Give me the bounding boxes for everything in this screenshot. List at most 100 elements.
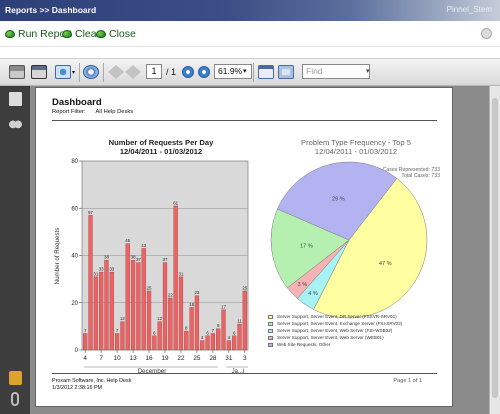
bar-value-label: 37 [163, 257, 168, 262]
close-label: Close [109, 28, 136, 40]
bar [125, 243, 130, 351]
bar [88, 215, 93, 351]
pie-slice-label: 3 % [298, 282, 308, 288]
toolbar-separator [253, 63, 254, 82]
footer-divider [52, 373, 437, 374]
bar [114, 333, 120, 351]
page-number-input[interactable]: 1 [146, 64, 162, 79]
close-button[interactable]: Close [96, 28, 136, 40]
cases-represented: Cases Represented: 733 [383, 167, 441, 173]
pie-slice [277, 161, 398, 241]
x-tick-label: 16 [145, 355, 153, 362]
bar [120, 321, 125, 351]
find-input[interactable]: Find [302, 64, 370, 79]
bar-value-label: 9 [217, 323, 220, 328]
help-icon[interactable] [481, 28, 492, 39]
vertical-scrollbar[interactable] [489, 86, 500, 414]
bar [104, 260, 109, 351]
x-tick-label: 7 [99, 355, 103, 362]
page-indicator: Page 1 of 1 [393, 378, 422, 384]
zoom-in-button[interactable] [198, 63, 210, 81]
report-page: Dashboard Report Filter: All Help Desks N… [35, 87, 453, 407]
toolbar-separator [103, 63, 104, 82]
binoculars-icon[interactable] [9, 116, 22, 130]
bar-value-label: 7 [116, 328, 119, 333]
report-toolbar: ▾ 1 / 1 61.9% ▾ Find ▾ [0, 58, 500, 86]
paperclip-icon[interactable] [11, 392, 19, 406]
bar [189, 307, 194, 351]
page-setup-button[interactable] [278, 63, 294, 81]
bar [221, 309, 226, 351]
y-tick-label: 20 [71, 301, 78, 307]
bar [99, 271, 104, 351]
bar [200, 340, 205, 351]
comment-icon[interactable] [9, 371, 22, 385]
pie-chart-title: Problem Type Frequency - Top 5 12/04/201… [276, 138, 436, 156]
legend-item: Server Support, Server Event, Web Server… [268, 327, 428, 334]
pie-chart-heading: Problem Type Frequency - Top 5 [301, 138, 411, 147]
save-button[interactable] [31, 63, 47, 81]
clear-button[interactable]: Clear [62, 28, 100, 40]
bar [162, 262, 168, 351]
chevron-down-icon[interactable]: ▾ [366, 68, 370, 75]
run-report-button[interactable]: Run Report [5, 28, 72, 40]
filter-label: Report Filter: [52, 109, 86, 115]
pages-panel-icon[interactable] [9, 92, 22, 106]
bar [232, 335, 237, 351]
scrollbar-thumb[interactable] [492, 98, 498, 398]
x-tick-label: 25 [193, 355, 201, 362]
bar-value-label: 4 [201, 335, 204, 340]
leaf-icon [5, 30, 15, 38]
bar-value-label: 6 [153, 330, 156, 335]
export-icon [54, 65, 71, 79]
bar-value-label: 22 [168, 293, 173, 298]
bar-value-label: 12 [157, 316, 162, 321]
refresh-button[interactable] [83, 63, 99, 81]
bar-value-label: 23 [194, 290, 199, 295]
bar [109, 271, 114, 351]
bar-value-label: 17 [221, 304, 226, 309]
app-titlebar: Reports >> Dashboard Pinnel_Stem [0, 0, 500, 21]
chevron-down-icon[interactable]: ▾ [243, 68, 247, 75]
legend-label: Server Support, Server Event, Web Server… [277, 335, 384, 340]
legend-label: Server Support, Server Event, Exchange S… [277, 321, 403, 326]
print-button[interactable] [9, 63, 25, 81]
first-page-icon [108, 65, 124, 79]
zoom-out-button[interactable] [182, 63, 194, 81]
first-page-button[interactable] [108, 63, 124, 81]
zoom-select[interactable]: 61.9% [214, 64, 252, 79]
footer-company: Proxam Software, Inc. Help Desk [52, 378, 132, 384]
legend-swatch [268, 314, 273, 319]
legend-swatch [268, 321, 273, 326]
bar [152, 335, 157, 351]
bar-chart-title: Number of Requests Per Day 12/04/2011 - … [76, 138, 246, 156]
bar-chart-subtitle: 12/04/2011 - 01/03/2012 [119, 147, 203, 156]
bar [173, 205, 178, 351]
bar [141, 248, 146, 351]
toolbar-separator [79, 63, 80, 82]
x-tick-label: 13 [130, 355, 138, 362]
page-setup-icon [278, 65, 294, 79]
previous-page-icon [125, 65, 141, 79]
previous-page-button[interactable] [125, 63, 141, 81]
bar-value-label: 7 [212, 328, 215, 333]
breadcrumb[interactable]: Reports >> Dashboard [5, 5, 97, 15]
disk-icon [31, 65, 47, 79]
bar-value-label: 6 [206, 330, 209, 335]
bar-value-label: 31 [179, 271, 184, 276]
bar [168, 297, 173, 351]
pie-slice-label: 17 % [300, 243, 313, 249]
export-button[interactable]: ▾ [53, 63, 77, 81]
report-title: Dashboard [52, 97, 102, 108]
legend-item: Web Site Requests, Other [268, 341, 428, 348]
page-layout-button[interactable] [258, 63, 274, 81]
bar [184, 330, 189, 351]
bar-value-label: 18 [189, 302, 194, 307]
bar-value-label: 6 [233, 330, 236, 335]
bar-value-label: 45 [125, 238, 130, 243]
bar [130, 260, 136, 351]
y-tick-label: 80 [71, 159, 78, 165]
bar [205, 335, 210, 351]
legend-label: Web Site Requests, Other [277, 342, 331, 347]
clear-label: Clear [75, 28, 101, 40]
